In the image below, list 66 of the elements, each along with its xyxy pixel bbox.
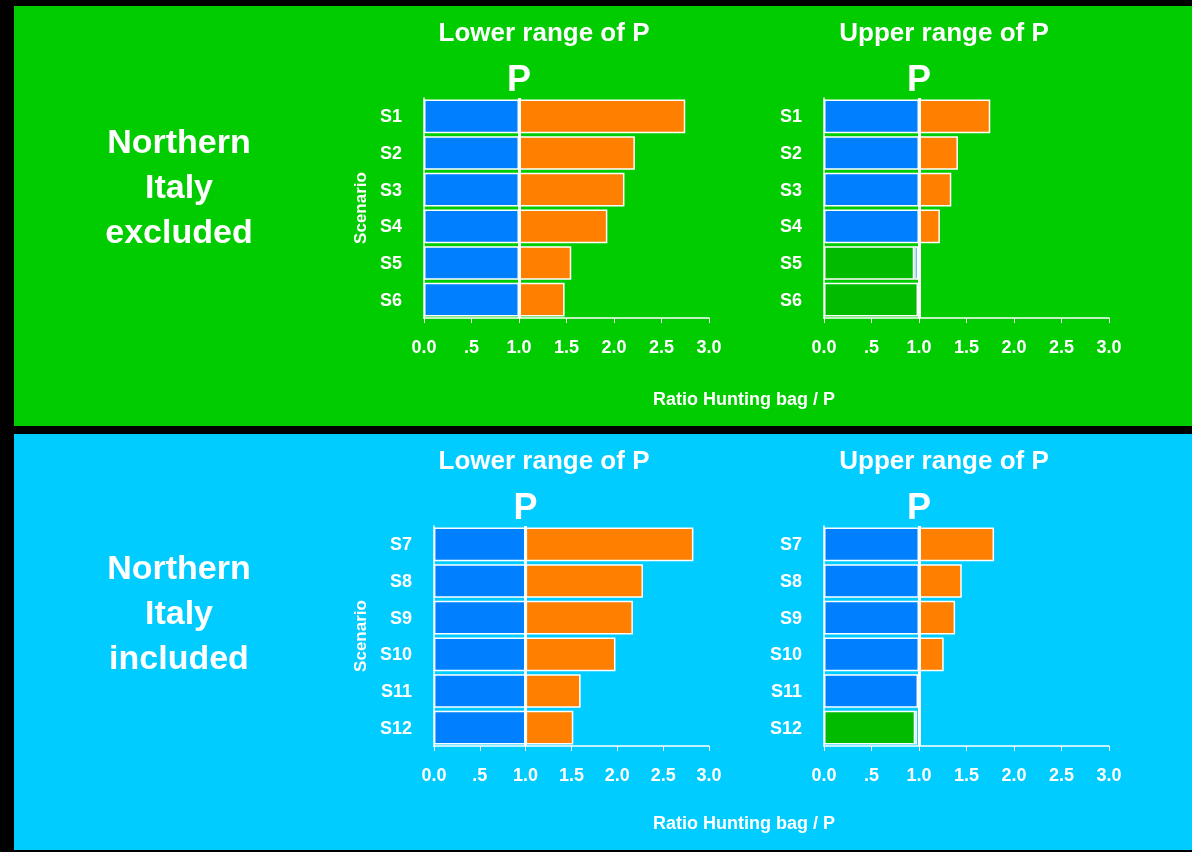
y-tick-label: S6 xyxy=(379,289,402,310)
x-tick-label: 2.0 xyxy=(604,765,630,785)
chart-title: Lower range of P xyxy=(438,445,650,475)
y-axis-title: Scenario xyxy=(351,172,370,244)
x-tick-label: 2.5 xyxy=(650,765,676,785)
y-tick-label: S12 xyxy=(379,717,412,738)
x-tick-label: 2.0 xyxy=(1001,765,1027,785)
x-tick-label: 0.0 xyxy=(811,765,837,785)
x-tick-label: 2.5 xyxy=(1048,337,1075,357)
y-tick-label: S10 xyxy=(769,644,802,665)
y-tick-label: S3 xyxy=(379,179,402,200)
y-tick-label: S8 xyxy=(389,571,412,591)
x-tick-label: 1.5 xyxy=(953,337,980,357)
x-tick-label: 3.0 xyxy=(1096,337,1122,357)
chart-title: Upper range of P xyxy=(839,17,1049,47)
y-tick-label: S4 xyxy=(379,216,402,237)
text: Northern Italy included xyxy=(106,546,252,678)
x-tick-label: 1.5 xyxy=(553,337,580,357)
x-tick-label: 0.0 xyxy=(411,337,437,357)
x-tick-label: 3.0 xyxy=(1096,765,1122,785)
y-tick-label: S1 xyxy=(779,106,802,127)
x-tick-label: 1.0 xyxy=(906,337,932,357)
x-tick-label: 2.5 xyxy=(1048,765,1075,785)
y-tick-label: S8 xyxy=(779,571,802,591)
x-tick-label: 2.0 xyxy=(1001,337,1027,357)
x-tick-label: 1.0 xyxy=(506,337,532,357)
x-tick-label: 2.0 xyxy=(601,337,627,357)
x-tick-label: 1.0 xyxy=(513,765,539,785)
x-tick-label: 1.5 xyxy=(558,765,584,785)
x-tick-label: 1.0 xyxy=(906,765,932,785)
y-tick-label: S12 xyxy=(769,717,802,738)
x-tick-label: 3.0 xyxy=(696,337,722,357)
ref-line-label: P xyxy=(513,485,538,527)
ref-line-label: P xyxy=(906,57,932,99)
chart-title: Upper range of P xyxy=(839,445,1049,475)
y-axis-title: Scenario xyxy=(351,600,370,672)
x-tick-label: .5 xyxy=(863,765,880,785)
x-tick-label: .5 xyxy=(863,337,880,357)
chart-title: Lower range of P xyxy=(438,17,650,47)
y-tick-label: S11 xyxy=(380,681,412,701)
text: Northern Italy excluded xyxy=(104,120,254,252)
x-tick-label: 2.5 xyxy=(648,337,675,357)
x-tick-label: .5 xyxy=(472,765,488,785)
y-tick-label: S4 xyxy=(779,216,802,237)
x-tick-label: .5 xyxy=(463,337,480,357)
y-tick-label: S10 xyxy=(379,644,412,665)
x-tick-label: 1.5 xyxy=(953,765,980,785)
x-axis-title: Ratio Hunting bag / P xyxy=(653,389,835,409)
ref-line-label: P xyxy=(906,485,932,527)
y-tick-label: S2 xyxy=(779,143,802,163)
y-tick-label: S5 xyxy=(379,253,402,273)
x-axis-title: Ratio Hunting bag / P xyxy=(653,813,835,833)
y-tick-label: S7 xyxy=(389,534,412,555)
y-tick-label: S11 xyxy=(770,681,802,701)
x-tick-label: 0.0 xyxy=(421,765,447,785)
y-tick-label: S1 xyxy=(379,106,402,127)
y-tick-label: S5 xyxy=(779,253,802,273)
y-tick-label: S3 xyxy=(779,179,802,200)
x-tick-label: 3.0 xyxy=(696,765,722,785)
y-tick-label: S9 xyxy=(389,607,412,628)
x-tick-label: 0.0 xyxy=(811,337,837,357)
y-tick-label: S9 xyxy=(779,607,802,628)
y-tick-label: S6 xyxy=(779,289,802,310)
ref-line-label: P xyxy=(506,57,532,99)
y-tick-label: S2 xyxy=(379,143,402,163)
y-tick-label: S7 xyxy=(779,534,802,555)
